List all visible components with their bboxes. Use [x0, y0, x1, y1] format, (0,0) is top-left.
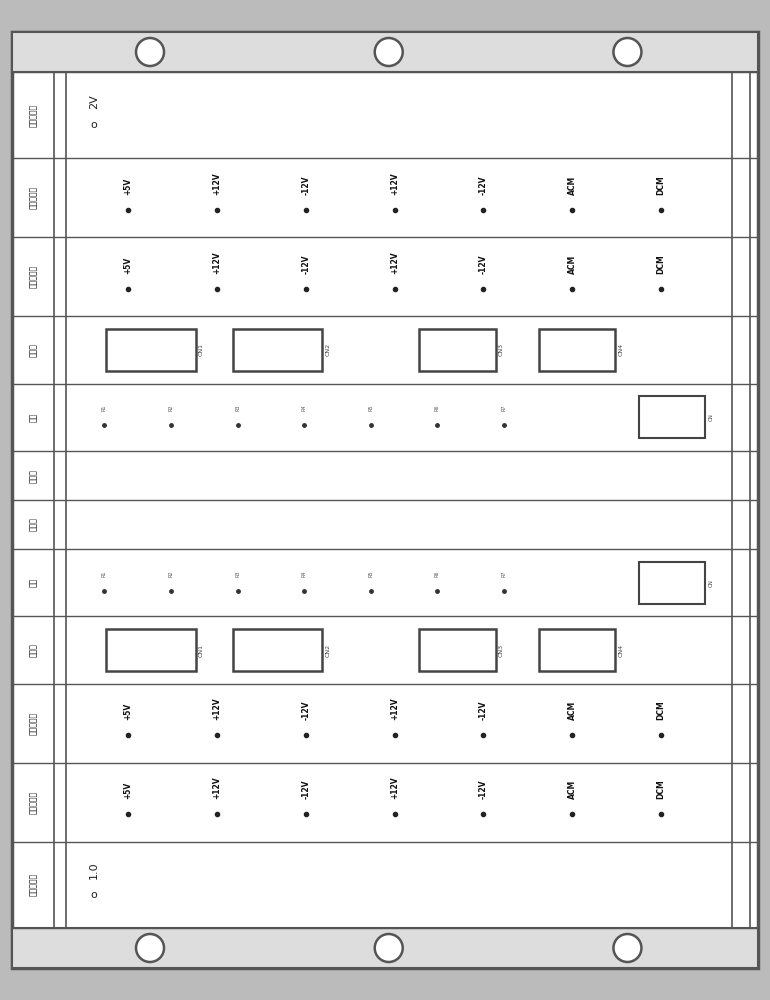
Text: R6: R6	[435, 570, 440, 577]
Text: 继电板: 继电板	[28, 517, 38, 531]
Text: R3: R3	[235, 405, 240, 411]
Text: +12V: +12V	[390, 777, 399, 799]
Text: R4: R4	[302, 570, 306, 577]
Bar	[12, 32, 758, 72]
Text: R3: R3	[235, 570, 240, 577]
Text: +12V: +12V	[390, 698, 399, 720]
Bar	[233, 629, 323, 671]
Text: o: o	[91, 120, 97, 130]
Bar	[12, 928, 758, 968]
Text: -12V: -12V	[301, 780, 310, 799]
Text: -12V: -12V	[301, 254, 310, 274]
Text: R2: R2	[169, 405, 173, 411]
Text: CN2: CN2	[326, 343, 330, 356]
Text: ACM: ACM	[567, 701, 577, 720]
Text: CN1: CN1	[199, 644, 204, 657]
Text: R5: R5	[368, 405, 373, 411]
Text: +12V: +12V	[390, 172, 399, 195]
Bar	[233, 329, 323, 371]
Bar	[106, 629, 196, 671]
Text: -12V: -12V	[479, 701, 488, 720]
Text: 引展电源板: 引展电源板	[28, 873, 38, 896]
Text: -12V: -12V	[479, 254, 488, 274]
Text: ACM: ACM	[567, 176, 577, 195]
Bar	[419, 329, 496, 371]
Text: R4: R4	[302, 405, 306, 411]
Text: R7: R7	[501, 570, 507, 577]
Circle shape	[614, 38, 641, 66]
Text: 2V: 2V	[89, 94, 99, 109]
Text: R5: R5	[368, 570, 373, 577]
Circle shape	[375, 934, 403, 962]
Text: CN: CN	[708, 579, 713, 587]
Text: +12V: +12V	[213, 777, 222, 799]
Text: DCM: DCM	[657, 254, 665, 274]
Text: 引展电源板: 引展电源板	[28, 104, 38, 127]
Text: CN4: CN4	[618, 343, 624, 356]
Text: 接口板: 接口板	[28, 643, 38, 657]
Text: -12V: -12V	[301, 175, 310, 195]
Bar	[639, 396, 705, 438]
Text: 控制电源板: 控制电源板	[28, 186, 38, 209]
Bar	[106, 329, 196, 371]
Text: 控制电源板: 控制电源板	[28, 791, 38, 814]
Text: R2: R2	[169, 570, 173, 577]
Bar	[639, 562, 705, 604]
Text: CN2: CN2	[326, 644, 330, 657]
Text: ACM: ACM	[567, 254, 577, 274]
Bar	[539, 329, 615, 371]
Text: R6: R6	[435, 405, 440, 411]
Bar	[419, 629, 496, 671]
Text: +5V: +5V	[124, 178, 132, 195]
Text: ACM: ACM	[567, 780, 577, 799]
Text: -12V: -12V	[479, 780, 488, 799]
Text: CN1: CN1	[199, 343, 204, 356]
Circle shape	[614, 934, 641, 962]
Circle shape	[375, 38, 403, 66]
Text: R1: R1	[102, 570, 107, 577]
Text: 1.0: 1.0	[89, 861, 99, 879]
Text: 控制电源板: 控制电源板	[28, 712, 38, 735]
Text: -12V: -12V	[479, 175, 488, 195]
Text: 继电板: 继电板	[28, 469, 38, 483]
Text: o: o	[91, 890, 97, 900]
Text: 接口板: 接口板	[28, 343, 38, 357]
Text: DCM: DCM	[657, 701, 665, 720]
Text: CN4: CN4	[618, 644, 624, 657]
Circle shape	[136, 934, 164, 962]
Text: DCM: DCM	[657, 779, 665, 799]
Text: R1: R1	[102, 405, 107, 411]
Circle shape	[136, 38, 164, 66]
Text: +5V: +5V	[124, 782, 132, 799]
Text: DCM: DCM	[657, 175, 665, 195]
Text: +5V: +5V	[124, 256, 132, 274]
Text: 主板: 主板	[28, 413, 38, 422]
Text: +12V: +12V	[213, 172, 222, 195]
Text: +5V: +5V	[124, 703, 132, 720]
Text: 主板: 主板	[28, 578, 38, 587]
Text: -12V: -12V	[301, 701, 310, 720]
Text: CN3: CN3	[498, 644, 504, 657]
Text: R7: R7	[501, 405, 507, 411]
Text: 控制电源板: 控制电源板	[28, 265, 38, 288]
Bar	[539, 629, 615, 671]
Text: +12V: +12V	[390, 251, 399, 274]
Text: CN: CN	[708, 413, 713, 421]
Text: +12V: +12V	[213, 251, 222, 274]
Text: +12V: +12V	[213, 698, 222, 720]
Text: CN3: CN3	[498, 343, 504, 356]
